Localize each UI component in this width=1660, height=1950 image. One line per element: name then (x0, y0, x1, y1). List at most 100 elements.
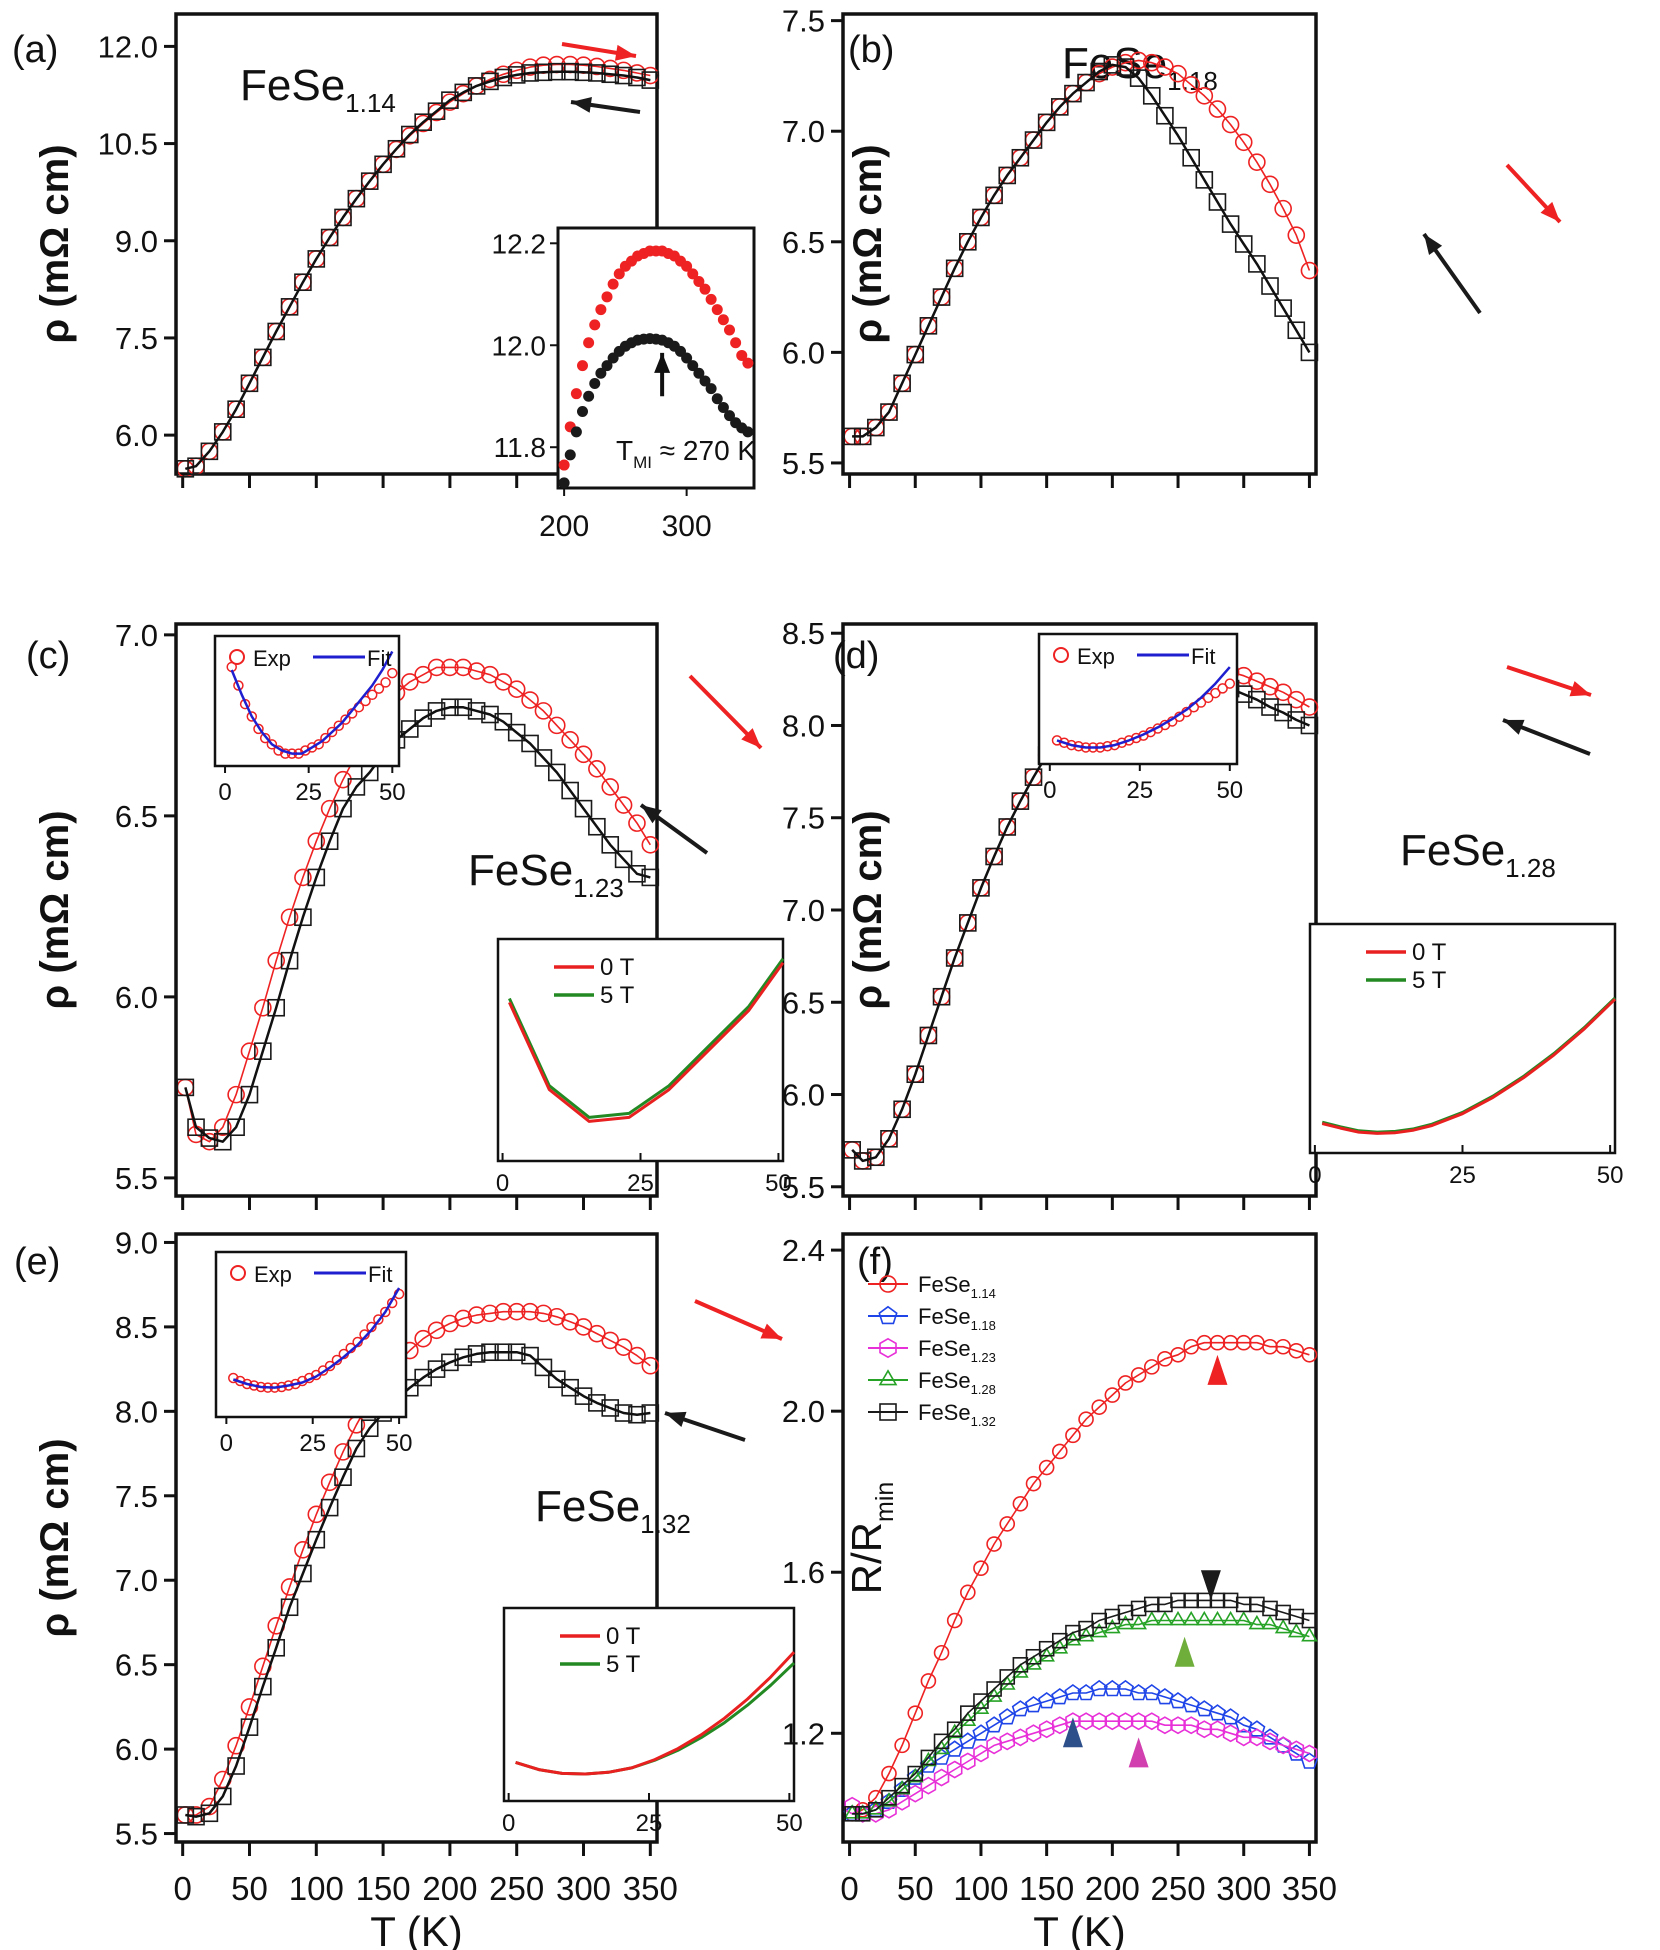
data-point (1169, 64, 1187, 83)
data-point (1235, 1596, 1252, 1613)
inset-data-point (699, 375, 711, 387)
inset-exp-point (233, 680, 244, 691)
data-point (867, 1800, 885, 1815)
data-point (521, 1302, 539, 1321)
inset-fit-line (1056, 666, 1231, 749)
data-point (906, 1767, 924, 1783)
series-line (851, 1341, 1310, 1815)
cooling-arrow (570, 96, 641, 114)
legend-exp-marker (229, 649, 245, 665)
data-point (294, 1564, 312, 1583)
data-point (467, 662, 486, 680)
data-point (1024, 131, 1043, 149)
data-point (1287, 321, 1306, 340)
x-axis-label: T (K) (1033, 1908, 1126, 1950)
legend-exp-label: Exp (253, 646, 291, 671)
y-axis-label: ρ (mΩ cm) (846, 144, 890, 343)
inset-x-tick-label: 50 (765, 1170, 792, 1197)
data-point (1235, 1610, 1253, 1626)
data-point (1300, 716, 1319, 735)
data-point (267, 951, 286, 970)
data-point (494, 673, 513, 691)
data-point (414, 665, 432, 684)
legend-5T-label: 5 T (606, 1651, 641, 1678)
legend-label: FeSe1.28 (918, 1368, 996, 1397)
inset-exp-point (320, 732, 331, 744)
fit-line (184, 706, 651, 1143)
cooling-arrow (664, 1411, 746, 1442)
inset-series-warming (558, 245, 754, 471)
data-point (1274, 199, 1292, 218)
data-point (986, 1681, 1002, 1697)
data-point (1024, 768, 1043, 786)
data-point (867, 1148, 885, 1167)
legend-5T-label: 5 T (1412, 967, 1447, 994)
arrow-head (654, 352, 671, 373)
inset-data-point (570, 388, 582, 400)
data-point (960, 1584, 976, 1601)
y-axis-label: R/Rmin (843, 1482, 899, 1595)
data-point (176, 1078, 195, 1097)
data-point (588, 760, 606, 778)
data-point (1261, 175, 1279, 194)
data-point (946, 1723, 964, 1739)
inset-5T-line (508, 957, 785, 1119)
tmi-annotation: TMI ≈ 270 K (616, 435, 756, 472)
data-point (294, 273, 312, 292)
data-point (1221, 215, 1240, 233)
data-point (932, 288, 951, 306)
data-point (534, 702, 553, 720)
inset-frame (556, 226, 756, 490)
y-tick-label: 7.5 (115, 321, 158, 356)
data-point (1274, 683, 1292, 702)
data-point (1222, 1610, 1239, 1626)
data-point (494, 1302, 513, 1321)
panel-label: (e) (14, 1241, 60, 1283)
data-point (1300, 261, 1319, 280)
data-point (267, 322, 286, 341)
x-tick-label: 200 (422, 1870, 477, 1907)
x-tick-label: 0 (840, 1870, 858, 1907)
inset-data-point (564, 449, 576, 461)
legend-label: FeSe1.32 (918, 1400, 996, 1429)
data-point (347, 778, 366, 796)
data-point (561, 781, 579, 800)
data-point (1077, 1626, 1095, 1642)
data-point (534, 749, 553, 767)
data-point (307, 1530, 326, 1549)
inset-data-point (601, 360, 613, 372)
data-point (427, 658, 446, 677)
legend-exp-marker (230, 1265, 246, 1281)
data-point (320, 1473, 339, 1492)
panel-b: 5.5 6.0 6.5 7.0 7.5 ρ (mΩ cm) (b) FeSe1.18 (782, 4, 1562, 488)
data-point (454, 1309, 473, 1328)
data-point (1065, 1427, 1081, 1444)
y-tick-label: 7.5 (782, 801, 825, 836)
data-point (1065, 1624, 1081, 1641)
inset-exp-point (313, 739, 324, 750)
data-point (1116, 58, 1135, 76)
inset-data-point (717, 401, 729, 413)
inset-x-tick-label: 0 (1043, 777, 1056, 804)
arrow-head (1569, 681, 1591, 697)
inset-0T-line (1321, 998, 1617, 1135)
inset-exp-point (1058, 737, 1070, 748)
warming-arrow (561, 42, 637, 61)
data-point (881, 1789, 897, 1806)
data-point (1182, 75, 1200, 94)
data-point (641, 1356, 660, 1375)
inset-exp-point (1224, 678, 1236, 689)
inset-data-point (711, 393, 723, 405)
data-point (1287, 690, 1306, 709)
data-point (1287, 226, 1306, 244)
inset-exp-point (340, 714, 351, 725)
data-point (507, 680, 526, 698)
data-point (933, 1644, 950, 1661)
data-point (187, 457, 205, 476)
inset-frame (502, 1606, 796, 1803)
data-point (441, 658, 459, 677)
inset-exp-point (1116, 737, 1128, 748)
data-point (867, 418, 885, 437)
data-point (200, 1129, 219, 1147)
legend-label: FeSe1.23 (918, 1336, 996, 1365)
